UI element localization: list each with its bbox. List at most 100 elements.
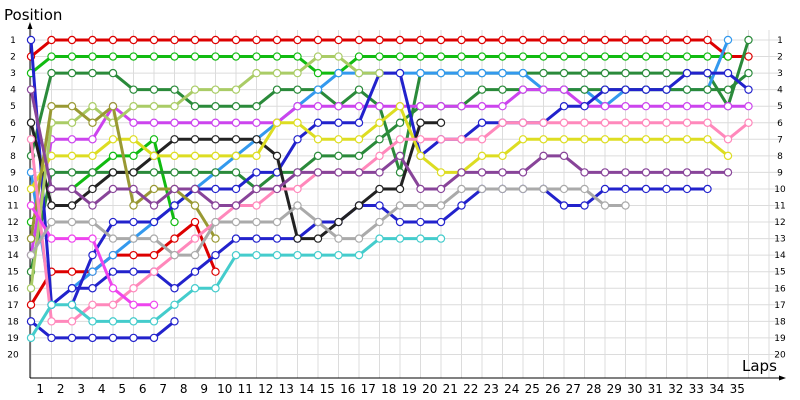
data-point: [723, 168, 733, 177]
data-point: [252, 217, 261, 227]
data-point: [662, 118, 671, 127]
data-point: [354, 85, 364, 94]
data-point: [149, 35, 159, 45]
data-point: [539, 135, 548, 144]
data-point: [334, 168, 343, 177]
series-13: [26, 101, 733, 194]
x-tick-label: 25: [525, 382, 540, 396]
data-point: [416, 151, 425, 161]
data-point: [211, 217, 220, 227]
data-point: [600, 201, 610, 210]
data-point: [149, 184, 159, 194]
data-point: [580, 135, 589, 144]
data-point: [108, 234, 118, 243]
data-point: [129, 85, 138, 94]
data-point: [211, 201, 220, 210]
data-point: [149, 300, 159, 309]
data-point: [108, 151, 118, 161]
data-point: [190, 35, 200, 45]
data-point: [477, 168, 487, 177]
data-point: [416, 118, 425, 127]
y-tick-label-right: 9: [777, 168, 783, 178]
data-point: [170, 284, 179, 293]
data-point: [293, 118, 302, 127]
data-point: [252, 168, 261, 177]
data-point: [518, 168, 528, 177]
data-point: [641, 184, 651, 194]
data-point: [539, 151, 548, 161]
y-tick-label-left: 5: [10, 102, 16, 112]
data-point: [436, 35, 446, 45]
data-point: [539, 85, 548, 94]
y-tick-label-right: 7: [777, 135, 783, 145]
data-point: [149, 217, 159, 227]
data-point: [395, 168, 405, 177]
data-point: [539, 118, 548, 127]
data-point: [518, 52, 528, 61]
data-point: [313, 234, 323, 243]
data-point: [744, 52, 753, 61]
y-tick-label-left: 20: [7, 350, 19, 360]
data-point: [580, 201, 589, 210]
data-point: [67, 300, 77, 309]
y-tick-label-left: 7: [10, 135, 16, 145]
data-point: [149, 201, 159, 210]
data-point: [354, 101, 364, 111]
data-point: [539, 184, 548, 194]
data-point: [67, 284, 77, 293]
data-point: [252, 101, 261, 111]
data-point: [88, 250, 97, 260]
series-line: [29, 104, 217, 241]
data-point: [436, 118, 446, 127]
x-tick-label: 5: [118, 382, 126, 396]
data-point: [518, 118, 528, 127]
data-point: [190, 250, 200, 260]
x-tick-label: 28: [586, 382, 601, 396]
x-tick-label: 14: [299, 382, 314, 396]
data-point: [662, 101, 671, 111]
data-point: [436, 101, 446, 111]
data-point: [457, 184, 466, 194]
x-tick-label: 2: [57, 382, 65, 396]
data-point: [231, 135, 241, 144]
data-point: [67, 101, 77, 111]
data-point: [231, 217, 241, 227]
data-point: [67, 217, 77, 227]
data-point: [293, 184, 302, 194]
data-point: [375, 101, 384, 111]
data-point: [67, 333, 77, 343]
data-point: [600, 135, 610, 144]
data-point: [170, 184, 179, 194]
data-point: [334, 118, 343, 127]
data-point: [498, 52, 507, 61]
data-point: [375, 234, 384, 243]
data-point: [334, 217, 343, 227]
x-tick-label: 15: [320, 382, 335, 396]
data-point: [416, 52, 425, 61]
data-point: [580, 35, 589, 45]
data-point: [375, 201, 384, 210]
data-point: [682, 85, 692, 94]
data-point: [703, 168, 712, 177]
x-tick-label: 19: [402, 382, 417, 396]
data-point: [662, 68, 671, 78]
x-tick-label: 6: [139, 382, 147, 396]
data-point: [416, 101, 425, 111]
data-point: [108, 217, 118, 227]
data-point: [129, 333, 138, 343]
data-point: [108, 184, 118, 194]
data-point: [252, 250, 261, 260]
data-point: [621, 135, 630, 144]
data-point: [313, 52, 323, 61]
data-point: [682, 135, 692, 144]
data-point: [641, 68, 651, 78]
y-tick-label-right: 5: [777, 102, 783, 112]
data-point: [170, 217, 179, 227]
data-point: [621, 68, 630, 78]
data-point: [252, 234, 261, 243]
y-axis-arrow: [27, 22, 33, 29]
data-point: [272, 184, 282, 194]
data-point: [149, 118, 159, 127]
data-point: [518, 184, 528, 194]
